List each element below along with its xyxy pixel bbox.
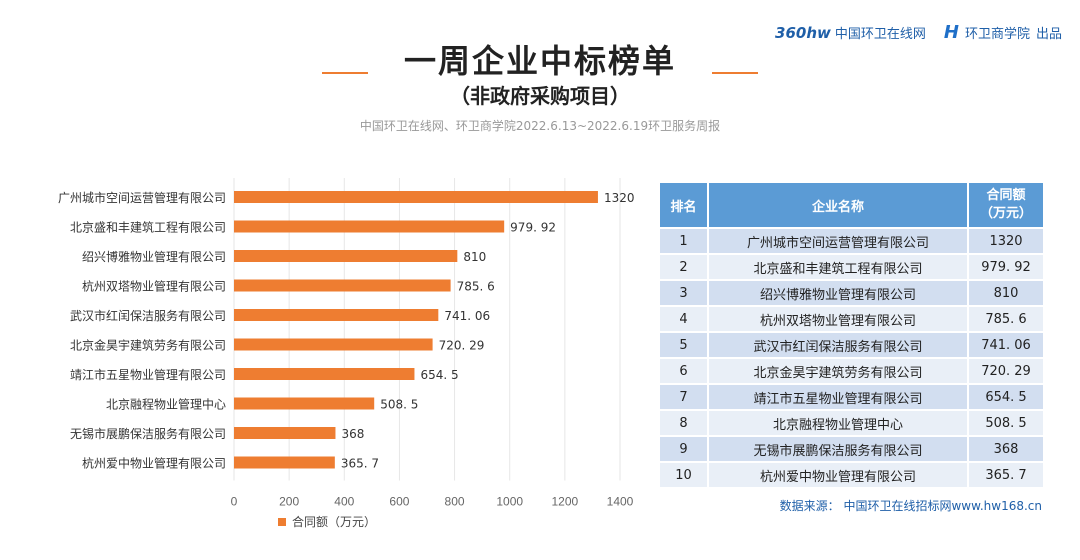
legend-swatch	[278, 517, 286, 526]
company-cell: 杭州爱中物业管理有限公司	[708, 462, 968, 488]
bar-chart: 0 200 400 600 800 1000 1200 1400 广州城市空间运营管理有限公司 1…	[58, 178, 635, 509]
logo-360hw: 360hw	[775, 23, 831, 42]
data-source-note: 数据来源： 中国环卫在线招标网www.hw168.cn	[779, 499, 1042, 513]
site-name-business-school: 环卫商学院	[964, 27, 1030, 42]
x-tick-label: 600	[389, 495, 409, 509]
producer-label: 出品	[1035, 27, 1062, 42]
table-row: 8 北京融程物业管理中心 508. 5	[659, 410, 1044, 436]
data-label: 1320	[604, 191, 635, 205]
company-cell: 广州城市空间运营管理有限公司	[708, 228, 968, 254]
company-cell: 无锡市展鹏保洁服务有限公司	[708, 436, 968, 462]
table-header-row: 排名 企业名称 合同额 （万元）	[659, 182, 1044, 228]
title-decor-left	[322, 72, 368, 74]
x-tick-label: 400	[334, 495, 354, 509]
table-row: 5 武汉市红闰保洁服务有限公司 741. 06	[659, 332, 1044, 358]
category-label: 北京融程物业管理中心	[106, 397, 226, 412]
amount-cell: 720. 29	[968, 358, 1044, 384]
bar	[234, 309, 439, 321]
category-label: 无锡市展鹏保洁服务有限公司	[70, 426, 226, 441]
table-row: 9 无锡市展鹏保洁服务有限公司 368	[659, 436, 1044, 462]
x-tick-label: 1200	[552, 495, 579, 509]
amount-cell: 741. 06	[968, 332, 1044, 358]
company-cell: 杭州双塔物业管理有限公司	[708, 306, 968, 332]
amount-cell: 368	[968, 436, 1044, 462]
bar	[234, 456, 335, 469]
bar	[234, 279, 451, 292]
header-amount: 合同额 （万元）	[968, 182, 1044, 228]
rank-cell: 10	[659, 462, 708, 488]
rank-cell: 9	[659, 436, 708, 462]
category-label: 北京金昊宇建筑劳务有限公司	[70, 338, 226, 353]
bar	[234, 338, 433, 351]
rank-cell: 1	[659, 228, 708, 254]
company-cell: 北京盛和丰建筑工程有限公司	[708, 254, 968, 280]
brand-header: 360hw 中国环卫在线网 H 环卫商学院 出品	[775, 22, 1062, 43]
amount-cell: 810	[968, 280, 1044, 306]
table-row: 10 杭州爱中物业管理有限公司 365. 7	[659, 462, 1044, 488]
data-label: 365. 7	[341, 457, 379, 471]
amount-cell: 654. 5	[968, 384, 1044, 410]
data-label: 508. 5	[380, 398, 418, 412]
category-label: 靖江市五星物业管理有限公司	[70, 367, 226, 382]
page-subtitle: （非政府采购项目）	[450, 84, 630, 108]
company-cell: 武汉市红闰保洁服务有限公司	[708, 332, 968, 358]
company-cell: 北京金昊宇建筑劳务有限公司	[708, 358, 968, 384]
rank-cell: 2	[659, 254, 708, 280]
table-row: 1 广州城市空间运营管理有限公司 1320	[659, 228, 1044, 254]
bar	[234, 250, 458, 262]
table-row: 7 靖江市五星物业管理有限公司 654. 5	[659, 384, 1044, 410]
table-row: 2 北京盛和丰建筑工程有限公司 979. 92	[659, 254, 1044, 280]
data-label: 720. 29	[439, 339, 485, 353]
amount-cell: 1320	[968, 228, 1044, 254]
table-row: 6 北京金昊宇建筑劳务有限公司 720. 29	[659, 358, 1044, 384]
category-label: 杭州双塔物业管理有限公司	[82, 279, 226, 294]
table-row: 3 绍兴博雅物业管理有限公司 810	[659, 280, 1044, 306]
site-name-hw: 中国环卫在线网	[834, 27, 926, 42]
amount-cell: 979. 92	[968, 254, 1044, 280]
data-label: 979. 92	[510, 221, 556, 235]
category-label: 杭州爱中物业管理有限公司	[82, 456, 226, 471]
amount-cell: 785. 6	[968, 306, 1044, 332]
chart-legend: 合同额（万元）	[278, 513, 376, 530]
company-cell: 绍兴博雅物业管理有限公司	[708, 280, 968, 306]
page-title: 一周企业中标榜单	[403, 42, 676, 80]
data-label: 368	[341, 427, 364, 441]
ranking-table: 排名 企业名称 合同额 （万元） 1 广州城市空间运营管理有限公司 1320 2 北京盛和…	[659, 182, 1044, 488]
x-tick-label: 0	[231, 495, 238, 509]
rank-cell: 8	[659, 410, 708, 436]
category-label: 广州城市空间运营管理有限公司	[58, 190, 226, 205]
source-line: 中国环卫在线网、环卫商学院2022.6.13~2022.6.19环卫服务周报	[359, 119, 721, 133]
amount-cell: 365. 7	[968, 462, 1044, 488]
x-tick-label: 1000	[496, 495, 523, 509]
data-label: 741. 06	[444, 309, 490, 323]
bar	[234, 220, 505, 233]
title-decor-right	[712, 72, 758, 74]
bar	[234, 368, 415, 380]
rank-cell: 6	[659, 358, 708, 384]
data-label: 654. 5	[420, 368, 458, 382]
rank-cell: 4	[659, 306, 708, 332]
rank-cell: 3	[659, 280, 708, 306]
data-label: 810	[463, 250, 486, 264]
header-company: 企业名称	[708, 182, 968, 228]
legend-label: 合同额（万元）	[292, 515, 377, 529]
x-tick-label: 200	[279, 495, 299, 509]
logo-hw-business-school: H	[943, 22, 959, 43]
header-rank: 排名	[659, 182, 708, 228]
company-cell: 靖江市五星物业管理有限公司	[708, 384, 968, 410]
category-label: 北京盛和丰建筑工程有限公司	[70, 220, 226, 235]
x-tick-label: 800	[445, 495, 465, 509]
company-cell: 北京融程物业管理中心	[708, 410, 968, 436]
rank-cell: 5	[659, 332, 708, 358]
x-tick-label: 1400	[607, 495, 634, 509]
bar	[234, 397, 375, 410]
table-row: 4 杭州双塔物业管理有限公司 785. 6	[659, 306, 1044, 332]
category-label: 绍兴博雅物业管理有限公司	[82, 249, 226, 264]
amount-cell: 508. 5	[968, 410, 1044, 436]
bar	[234, 427, 336, 439]
data-label: 785. 6	[457, 280, 495, 294]
rank-cell: 7	[659, 384, 708, 410]
bar	[234, 191, 598, 203]
category-label: 武汉市红闰保洁服务有限公司	[70, 308, 226, 323]
